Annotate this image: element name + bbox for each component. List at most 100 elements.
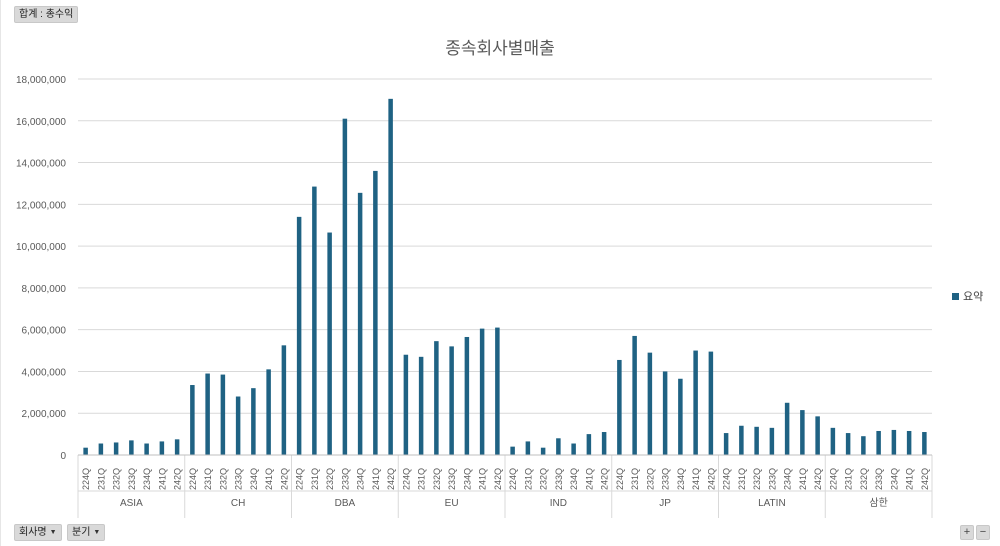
group-label: IND: [550, 498, 567, 509]
x-tick-label: 242Q: [173, 468, 183, 490]
bar[interactable]: [830, 427, 836, 455]
bar[interactable]: [586, 434, 592, 455]
bar[interactable]: [845, 433, 851, 455]
bar[interactable]: [571, 443, 576, 455]
bar[interactable]: [98, 443, 104, 455]
x-tick-label: 242Q: [386, 468, 396, 490]
bar[interactable]: [647, 352, 653, 455]
bar[interactable]: [601, 432, 607, 455]
x-tick-label: 224Q: [615, 468, 625, 490]
x-tick-label: 232Q: [645, 468, 655, 490]
x-tick-label: 232Q: [325, 468, 335, 490]
bar[interactable]: [708, 351, 714, 455]
x-tick-label: 241Q: [157, 468, 167, 490]
bar[interactable]: [312, 186, 317, 456]
bar[interactable]: [434, 341, 439, 455]
bar[interactable]: [525, 441, 531, 455]
x-tick-label: 232Q: [539, 468, 549, 490]
value-field-button[interactable]: 합계 : 총수익: [14, 6, 79, 23]
bar[interactable]: [205, 373, 210, 455]
bar[interactable]: [220, 374, 226, 455]
x-tick-label: 233Q: [127, 468, 137, 490]
bar[interactable]: [464, 336, 470, 455]
legend-swatch-icon: [952, 292, 959, 300]
bar[interactable]: [693, 350, 698, 455]
view-field-button[interactable]: 분기 ▼: [67, 524, 106, 541]
x-tick-label: 224Q: [508, 468, 518, 490]
legend[interactable]: 요약: [952, 288, 983, 304]
y-tick-label: 0: [60, 451, 66, 462]
group-label: 삼한: [869, 497, 887, 509]
bar[interactable]: [159, 441, 165, 455]
x-tick-label: 242Q: [600, 468, 610, 490]
bar[interactable]: [617, 359, 622, 455]
x-tick-label: 234Q: [676, 468, 686, 490]
bar[interactable]: [906, 430, 912, 455]
bar[interactable]: [418, 356, 424, 455]
dropdown-arrow-icon: ▼: [49, 529, 57, 536]
group-label: JP: [659, 498, 671, 509]
view-field-label: 분기: [72, 527, 91, 538]
chart-title: 종속회사별매출: [445, 39, 554, 58]
bar[interactable]: [784, 402, 790, 455]
bar[interactable]: [540, 447, 546, 455]
x-tick-label: 231Q: [844, 468, 854, 490]
collapse-button[interactable]: −: [976, 525, 990, 540]
bar[interactable]: [403, 354, 409, 455]
x-tick-label: 233Q: [874, 468, 884, 490]
x-tick-label: 241Q: [264, 468, 274, 490]
row-field-label: 회사명: [19, 527, 47, 538]
x-tick-label: 224Q: [828, 468, 838, 490]
y-tick-label: 18,000,000: [16, 75, 66, 86]
x-tick-label: 224Q: [722, 468, 732, 490]
bar[interactable]: [922, 432, 927, 455]
bar[interactable]: [144, 443, 149, 455]
bar[interactable]: [891, 429, 897, 455]
bar[interactable]: [800, 410, 805, 455]
x-tick-label: 232Q: [432, 468, 442, 490]
bar[interactable]: [723, 433, 729, 455]
bar[interactable]: [632, 335, 637, 455]
sheet-edge: [0, 0, 1, 546]
bar[interactable]: [861, 436, 866, 455]
x-tick-label: 234Q: [783, 468, 793, 490]
expand-button[interactable]: +: [960, 525, 974, 540]
y-tick-label: 8,000,000: [22, 284, 67, 295]
y-axis-ticks: 0 2,000,000 4,000,000 6,000,000 8,000,000 10,…: [16, 75, 67, 462]
bar[interactable]: [281, 345, 287, 455]
bar[interactable]: [373, 170, 378, 455]
bar[interactable]: [235, 396, 241, 455]
x-tick-label: 233Q: [234, 468, 244, 490]
bar[interactable]: [479, 328, 485, 455]
x-tick-label: 224Q: [81, 468, 91, 490]
x-tick-label: 234Q: [249, 468, 259, 490]
bar[interactable]: [129, 440, 134, 455]
bar[interactable]: [556, 438, 561, 455]
row-field-button[interactable]: 회사명 ▼: [14, 524, 62, 541]
bar[interactable]: [251, 388, 256, 455]
bar[interactable]: [815, 416, 820, 455]
bar[interactable]: [662, 371, 668, 455]
bar[interactable]: [754, 426, 759, 455]
bar[interactable]: [190, 385, 195, 455]
bar[interactable]: [769, 427, 775, 455]
bar[interactable]: [388, 98, 393, 455]
bar[interactable]: [327, 232, 332, 455]
x-tick-label: 233Q: [554, 468, 564, 490]
bar[interactable]: [876, 430, 881, 455]
bar[interactable]: [357, 192, 363, 455]
bar[interactable]: [113, 442, 119, 455]
bar[interactable]: [296, 216, 302, 455]
bar[interactable]: [739, 425, 744, 455]
bar[interactable]: [266, 369, 271, 455]
bar[interactable]: [510, 446, 515, 455]
bar[interactable]: [342, 118, 348, 455]
x-tick-label: 233Q: [767, 468, 777, 490]
x-tick-label: 242Q: [493, 468, 503, 490]
group-label: DBA: [335, 498, 356, 509]
bar[interactable]: [83, 447, 88, 455]
bar[interactable]: [495, 327, 500, 455]
bar[interactable]: [678, 378, 683, 455]
bar[interactable]: [449, 346, 454, 455]
bar[interactable]: [174, 439, 180, 455]
